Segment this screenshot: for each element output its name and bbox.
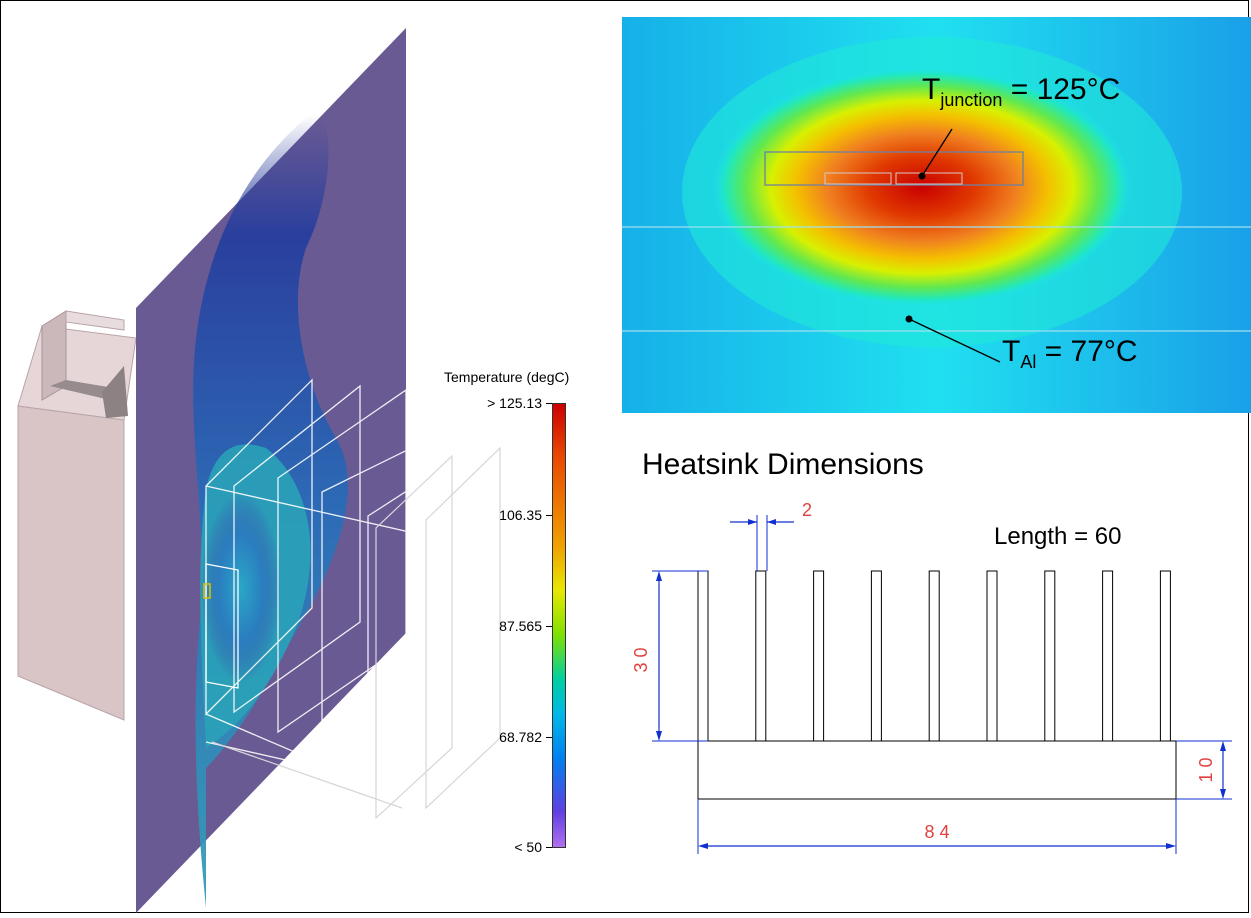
heatsink-base xyxy=(697,740,1177,800)
legend-tick-mark xyxy=(546,403,552,404)
die-left xyxy=(824,172,892,185)
base-height-dimension: 1 0 xyxy=(1176,740,1232,800)
junction-symbol: T xyxy=(922,73,941,106)
fin-height-label: 3 0 xyxy=(631,647,651,672)
simulation-3d-svg xyxy=(17,28,501,913)
legend-tick-label: 68.782 xyxy=(499,729,542,745)
heatsink-fin xyxy=(1044,570,1056,742)
hot-zone xyxy=(712,67,1132,307)
simulation-3d-view xyxy=(6,8,616,913)
legend-tick-mark xyxy=(546,737,552,738)
legend-tick-label: 87.565 xyxy=(499,618,542,634)
heatsink-fin xyxy=(697,570,709,742)
cut-plane xyxy=(136,28,406,913)
al-subscript: Al xyxy=(1020,352,1037,372)
heatsink-fin xyxy=(928,570,940,742)
legend-tick-label: < 50 xyxy=(514,839,542,855)
legend-colorbar xyxy=(552,403,566,848)
al-symbol: T xyxy=(1002,335,1021,368)
heatsink-fins xyxy=(697,570,1171,742)
heatsink-fin xyxy=(870,570,882,742)
al-temp-label: TAl = 77°C xyxy=(1002,335,1138,373)
heatsink-fin xyxy=(1102,570,1114,742)
width-label: 8 4 xyxy=(924,822,949,842)
junction-subscript: junction xyxy=(940,90,1003,110)
fin-height-dimension: 3 0 xyxy=(631,570,708,742)
housing-block xyxy=(17,310,137,721)
die-right xyxy=(895,172,963,185)
width-dimension: 8 4 xyxy=(697,799,1177,854)
fin-thickness-dimension: 2 xyxy=(730,500,812,571)
al-value: = 77°C xyxy=(1036,335,1138,368)
package-outline xyxy=(764,151,1024,186)
legend-tick-mark xyxy=(546,515,552,516)
fin-thickness-label: 2 xyxy=(802,500,812,520)
legend-title: Temperature (degC) xyxy=(444,369,570,385)
thermal-contour-svg xyxy=(622,17,1251,413)
legend-tick-mark xyxy=(546,847,552,848)
al-leader xyxy=(908,318,1001,363)
dimension-drawing-svg: 3 0 2 1 0 8 4 xyxy=(631,500,1232,854)
junction-value: = 125°C xyxy=(1002,73,1121,106)
heatsink-title: Heatsink Dimensions xyxy=(642,448,924,481)
length-label: Length = 60 xyxy=(994,523,1122,550)
fins-back xyxy=(211,446,501,820)
heatsink-drawing: Heatsink Dimensions Length = 60 3 0 2 xyxy=(622,440,1251,910)
temperature-legend: Temperature (degC) > 125.13 106.35 87.56… xyxy=(430,368,620,868)
junction-leader xyxy=(921,128,953,177)
junction-temp-label: Tjunction = 125°C xyxy=(922,73,1120,111)
heatsink-fin xyxy=(813,570,825,742)
legend-tick-label: > 125.13 xyxy=(487,395,542,411)
legend-tick-mark xyxy=(546,626,552,627)
heatsink-fin xyxy=(1159,570,1171,742)
base-height-label: 1 0 xyxy=(1196,757,1216,782)
heatsink-fin xyxy=(986,570,998,742)
heatsink-fin xyxy=(755,570,767,742)
thermal-cross-section: Tjunction = 125°C TAl = 77°C xyxy=(622,17,1251,413)
legend-tick-label: 106.35 xyxy=(499,507,542,523)
component-chip xyxy=(203,563,239,689)
